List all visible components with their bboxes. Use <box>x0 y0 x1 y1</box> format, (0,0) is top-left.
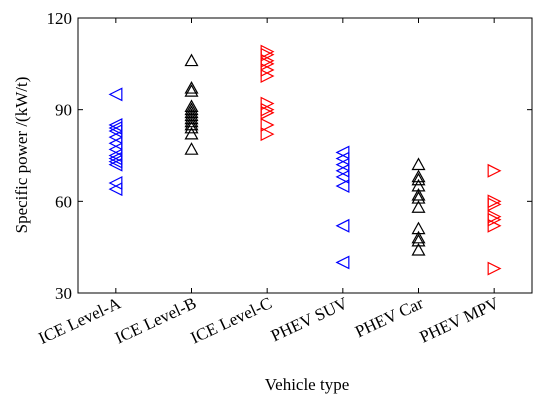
marker <box>184 99 199 113</box>
marker <box>335 218 350 233</box>
marker <box>184 114 199 128</box>
marker <box>411 187 426 201</box>
x-axis-label: Vehicle type <box>265 375 350 394</box>
marker <box>108 176 123 190</box>
marker <box>411 178 426 192</box>
marker <box>184 126 199 140</box>
marker <box>184 142 199 155</box>
y-tick-label: 120 <box>47 9 73 28</box>
marker <box>411 200 426 213</box>
marker <box>184 117 199 131</box>
marker <box>260 127 275 142</box>
x-tick-label: PHEV SUV <box>268 293 351 345</box>
x-tick-label: PHEV Car <box>352 293 426 341</box>
marker <box>108 87 123 102</box>
x-tick-label: PHEV MPV <box>417 293 503 347</box>
marker <box>108 182 123 197</box>
y-axis-label: Specific power /(kW/t) <box>12 77 31 234</box>
x-tick-label: ICE Level-B <box>112 293 199 347</box>
marker <box>335 151 350 166</box>
x-tick-label: ICE Level-C <box>188 293 275 347</box>
marker <box>487 218 502 233</box>
x-tick-label: ICE Level-A <box>35 293 124 348</box>
y-tick-label: 30 <box>55 284 72 303</box>
marker <box>411 221 426 235</box>
marker <box>184 120 199 134</box>
marker <box>184 84 199 97</box>
marker <box>184 108 199 122</box>
marker <box>411 169 426 183</box>
marker <box>411 242 426 256</box>
marker <box>184 105 199 119</box>
marker <box>260 105 275 120</box>
y-tick-label: 90 <box>55 101 72 120</box>
marker <box>108 136 123 151</box>
marker <box>411 233 426 247</box>
marker <box>184 111 199 125</box>
marker <box>411 230 426 244</box>
marker <box>335 145 350 160</box>
marker <box>335 255 350 270</box>
marker <box>411 191 426 204</box>
marker <box>260 117 275 132</box>
marker <box>335 157 350 172</box>
marker <box>335 179 350 194</box>
marker <box>411 172 426 186</box>
marker <box>260 69 275 84</box>
y-tick-label: 60 <box>55 192 72 211</box>
marker <box>487 197 502 212</box>
marker <box>184 81 199 94</box>
marker <box>487 163 502 178</box>
marker <box>184 102 199 116</box>
marker <box>335 169 350 184</box>
marker <box>411 157 426 171</box>
marker <box>335 163 350 178</box>
plot-frame <box>77 17 533 294</box>
marker <box>108 157 123 172</box>
marker <box>184 53 199 67</box>
marker <box>487 261 502 276</box>
